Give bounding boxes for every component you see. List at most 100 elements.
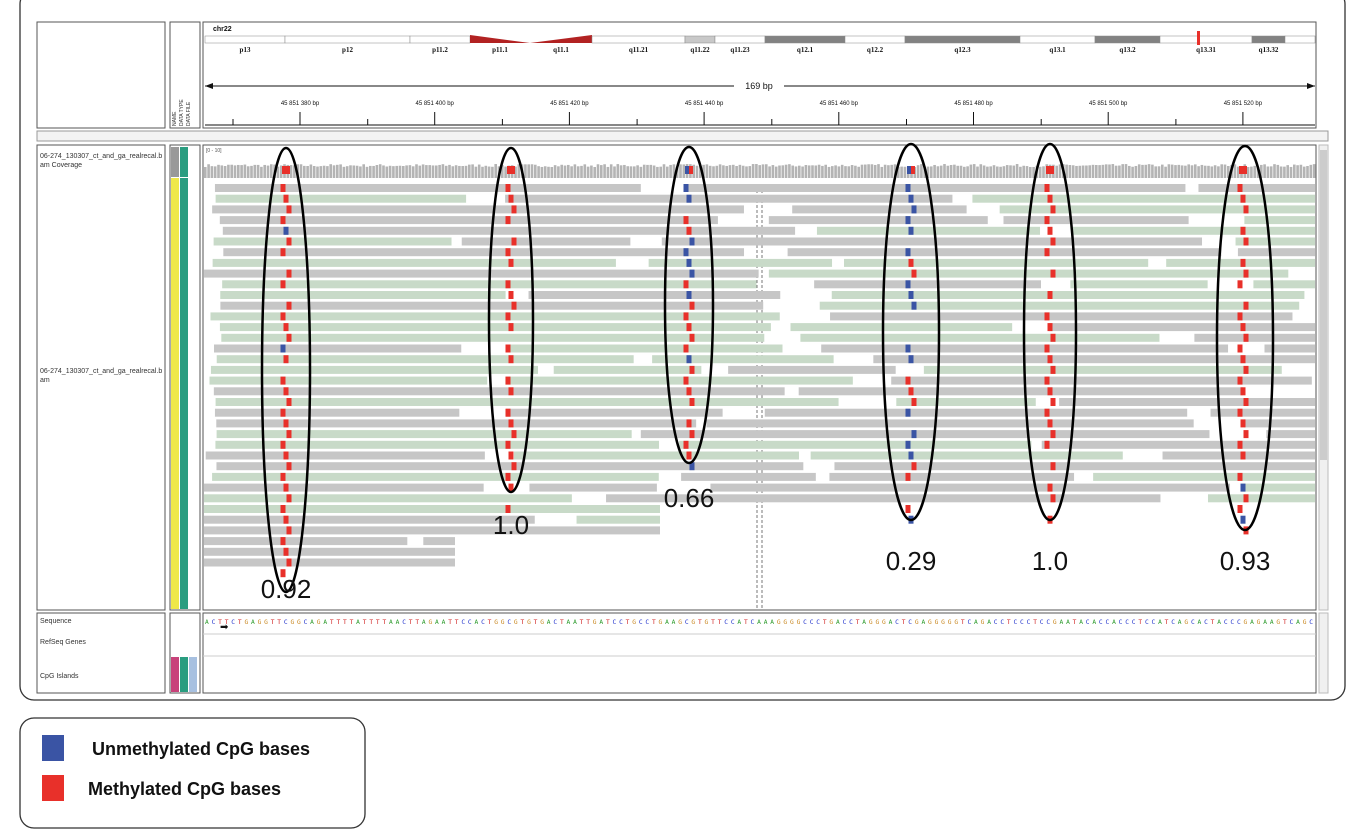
cpg-call — [506, 345, 511, 353]
coverage-bar — [1280, 166, 1283, 178]
coverage-bar — [900, 167, 903, 178]
read — [220, 216, 718, 224]
cpg-call — [909, 387, 914, 395]
coverage-bar — [659, 167, 662, 178]
coverage-bar — [343, 167, 346, 178]
legend-box — [20, 718, 365, 828]
coverage-bar — [960, 166, 963, 178]
cpg-call — [287, 494, 292, 502]
attr — [180, 147, 188, 177]
cpg-call — [912, 430, 917, 438]
coverage-bar — [1105, 164, 1108, 178]
coverage-bar — [524, 164, 527, 178]
read — [1072, 227, 1315, 235]
coverage-bar — [353, 165, 356, 178]
coverage-bar — [798, 166, 801, 178]
coverage-bar — [1310, 165, 1313, 178]
track-name[interactable]: 06-274_130307_ct_and_ga_realrecal.bam Co… — [40, 152, 166, 170]
coverage-bar — [382, 165, 385, 178]
cpg-call — [284, 227, 289, 235]
read — [217, 355, 634, 363]
cpg-call — [687, 452, 692, 460]
coverage-bar — [329, 164, 332, 178]
read — [679, 441, 1031, 449]
read — [204, 484, 484, 492]
read — [216, 195, 466, 203]
coverage-bar — [303, 166, 306, 178]
coverage-bar — [966, 166, 969, 178]
coverage-bar — [458, 166, 461, 178]
coverage-bar — [237, 165, 240, 178]
coverage-bar — [217, 165, 220, 178]
coverage-bar — [768, 166, 771, 178]
coverage-bar — [716, 166, 719, 178]
cpg-call — [281, 473, 286, 481]
cpg-call — [1051, 494, 1056, 502]
coverage-bar — [864, 165, 867, 178]
coverage-bar — [947, 166, 950, 178]
cpg-call — [912, 398, 917, 406]
track-name[interactable]: 06-274_130307_ct_and_ga_realrecal.bam — [40, 367, 166, 385]
coverage-bar — [250, 166, 253, 178]
coverage-bar — [722, 165, 725, 178]
coverage-bar — [762, 164, 765, 178]
coverage-bar — [557, 166, 560, 178]
read — [204, 526, 660, 534]
coverage-bar — [666, 167, 669, 178]
cpg-call — [1048, 227, 1053, 235]
cpg-call — [684, 216, 689, 224]
read — [896, 398, 1035, 406]
coverage-bar — [1039, 167, 1042, 178]
cpg-call — [287, 270, 292, 278]
coverage-bar — [234, 165, 237, 178]
cpg-call — [687, 259, 692, 267]
cpg-call — [687, 355, 692, 363]
read — [684, 184, 1186, 192]
coverage-bar — [1069, 165, 1072, 178]
track-name[interactable]: Sequence — [40, 617, 166, 626]
read — [204, 494, 572, 502]
coverage-bar — [1072, 165, 1075, 178]
read — [221, 334, 764, 342]
coverage-bar — [485, 166, 488, 178]
cpg-call — [1051, 205, 1056, 213]
coverage-bar — [739, 165, 742, 178]
scroll-thumb[interactable] — [1320, 150, 1327, 460]
coverage-bar — [263, 165, 266, 178]
read — [834, 462, 1315, 470]
coverage-bar — [653, 166, 656, 178]
read — [554, 366, 702, 374]
read — [214, 238, 452, 246]
coverage-bar — [758, 165, 761, 178]
cpg-call — [690, 270, 695, 278]
coverage-bar — [801, 167, 804, 178]
read — [924, 366, 1282, 374]
coverage-bar — [600, 165, 603, 178]
read — [204, 516, 535, 524]
cpg-call — [906, 473, 911, 481]
cpg-call — [1241, 516, 1246, 524]
cpg-call — [506, 280, 511, 288]
coverage-bar — [937, 166, 940, 178]
cytoband-label: q13.2 — [1119, 46, 1136, 54]
coverage-bar — [554, 165, 557, 178]
read — [814, 280, 1041, 288]
coverage-bar — [323, 166, 326, 178]
track-name[interactable]: CpG Islands — [40, 672, 166, 681]
coverage-bar — [828, 167, 831, 178]
read — [832, 291, 1305, 299]
coverage-bar — [1075, 166, 1078, 178]
cpg-call — [1045, 248, 1050, 256]
cytoband — [285, 36, 410, 43]
cpg-call — [1244, 430, 1249, 438]
coverage-bar — [1220, 164, 1223, 178]
read — [891, 377, 1312, 385]
cpg-call — [509, 355, 514, 363]
read — [423, 537, 455, 545]
cytoband — [1160, 36, 1252, 43]
legend-swatch — [42, 735, 64, 761]
scrollbar-bottom[interactable] — [1319, 613, 1328, 693]
coverage-bar — [1293, 165, 1296, 178]
track-name[interactable]: RefSeq Genes — [40, 638, 166, 647]
coverage-bar — [973, 164, 976, 178]
